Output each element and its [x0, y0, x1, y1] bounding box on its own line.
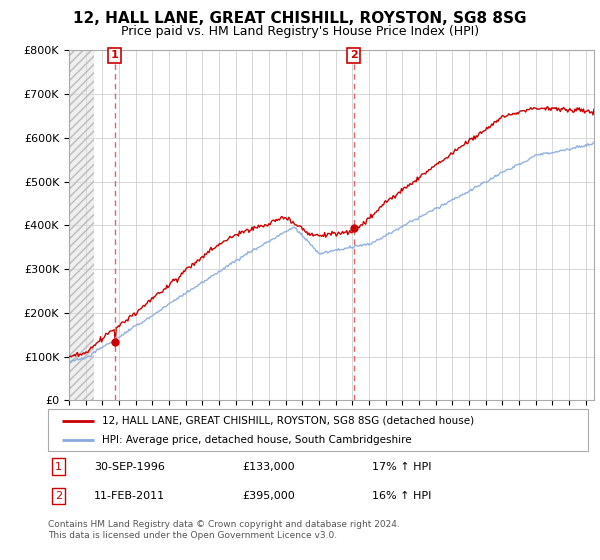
Text: 1: 1: [111, 50, 119, 60]
Text: 16% ↑ HPI: 16% ↑ HPI: [372, 491, 431, 501]
Text: 30-SEP-1996: 30-SEP-1996: [94, 461, 165, 472]
Text: 1: 1: [55, 461, 62, 472]
Text: 11-FEB-2011: 11-FEB-2011: [94, 491, 165, 501]
Text: £133,000: £133,000: [242, 461, 295, 472]
Text: This data is licensed under the Open Government Licence v3.0.: This data is licensed under the Open Gov…: [48, 531, 337, 540]
Text: 12, HALL LANE, GREAT CHISHILL, ROYSTON, SG8 8SG: 12, HALL LANE, GREAT CHISHILL, ROYSTON, …: [73, 11, 527, 26]
Text: 12, HALL LANE, GREAT CHISHILL, ROYSTON, SG8 8SG (detached house): 12, HALL LANE, GREAT CHISHILL, ROYSTON, …: [102, 416, 474, 426]
Text: 2: 2: [55, 491, 62, 501]
FancyBboxPatch shape: [48, 409, 588, 451]
Bar: [69, 50, 94, 400]
Text: 17% ↑ HPI: 17% ↑ HPI: [372, 461, 431, 472]
Text: HPI: Average price, detached house, South Cambridgeshire: HPI: Average price, detached house, Sout…: [102, 435, 412, 445]
Text: £395,000: £395,000: [242, 491, 295, 501]
Text: Contains HM Land Registry data © Crown copyright and database right 2024.: Contains HM Land Registry data © Crown c…: [48, 520, 400, 529]
Bar: [69, 50, 94, 400]
Text: Price paid vs. HM Land Registry's House Price Index (HPI): Price paid vs. HM Land Registry's House …: [121, 25, 479, 38]
Text: 2: 2: [350, 50, 358, 60]
